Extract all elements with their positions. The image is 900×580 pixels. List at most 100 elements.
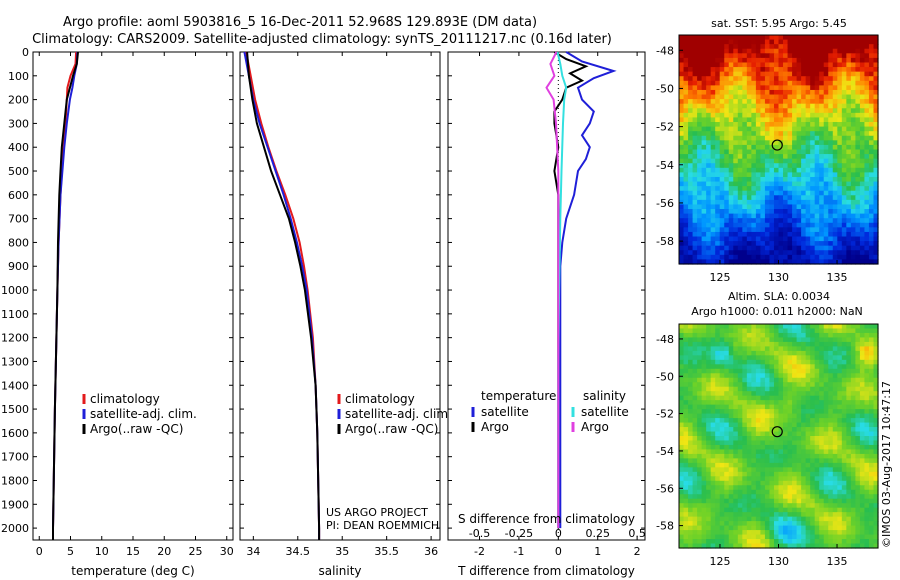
heatmap-cell [710, 117, 716, 123]
heatmap-cell [728, 377, 734, 383]
heatmap-cell [764, 373, 771, 379]
heatmap-cell [805, 521, 811, 527]
heatmap-cell [697, 543, 703, 549]
heatmap-cell [742, 89, 748, 96]
heatmap-cell [760, 355, 766, 361]
heatmap-cell [688, 543, 694, 549]
heatmap-cell [810, 431, 816, 437]
heatmap-cell [841, 494, 847, 500]
s-tick-label: 0 [555, 527, 562, 540]
heatmap-cell [846, 521, 852, 527]
heatmap-cell [810, 386, 816, 392]
heatmap-cell [801, 48, 807, 54]
heatmap-cell [828, 108, 834, 114]
heatmap-cell [801, 413, 807, 419]
heatmap-cell [751, 199, 757, 206]
heatmap-cell [783, 176, 789, 183]
heatmap-cell [814, 186, 820, 192]
heatmap-cell [855, 172, 861, 178]
heatmap-cell [823, 39, 829, 45]
heatmap-cell [683, 449, 689, 455]
heatmap-cell [841, 476, 847, 482]
heatmap-cell [683, 67, 689, 73]
heatmap-cell [692, 131, 698, 137]
heatmap-cell [801, 395, 807, 401]
heatmap-cell [697, 172, 703, 178]
heatmap-cell [746, 462, 752, 468]
heatmap-cell [855, 462, 861, 468]
heatmap-cell [841, 391, 847, 397]
heatmap-cell [719, 250, 725, 256]
heatmap-cell [701, 332, 707, 339]
heatmap-cell [837, 131, 843, 137]
heatmap-cell [828, 543, 834, 549]
heatmap-cell [746, 458, 752, 464]
heatmap-cell [769, 498, 775, 504]
heatmap-cell [810, 94, 816, 100]
heatmap-cell [837, 35, 843, 41]
heatmap-cell [864, 131, 870, 137]
heatmap-cell [868, 498, 875, 504]
heatmap-cell [697, 80, 703, 86]
heatmap-cell [859, 400, 866, 406]
heatmap-cell [710, 94, 716, 100]
heatmap-cell [719, 254, 725, 261]
heatmap-cell [706, 154, 712, 160]
heatmap-cell [728, 190, 734, 196]
heatmap-cell [692, 324, 698, 330]
heatmap-cell [688, 422, 694, 428]
heatmap-cell [692, 80, 698, 86]
heatmap-cell [751, 227, 757, 233]
heatmap-cell [868, 158, 875, 164]
heatmap-cell [710, 368, 716, 374]
heatmap-cell [859, 94, 866, 100]
heatmap-cell [832, 186, 838, 192]
heatmap-cell [819, 89, 825, 96]
heatmap-cell [846, 458, 852, 464]
heatmap-cell [805, 404, 811, 410]
heatmap-cell [819, 368, 825, 374]
heatmap-cell [683, 440, 689, 446]
heatmap-cell [728, 57, 734, 64]
heatmap-cell [819, 413, 825, 419]
heatmap-cell [814, 163, 820, 169]
heatmap-cell [828, 503, 834, 509]
heatmap-cell [728, 368, 734, 374]
heatmap-cell [755, 71, 762, 77]
heatmap-cell [792, 158, 798, 164]
heatmap-cell [819, 154, 825, 160]
heatmap-cell [819, 462, 825, 468]
heatmap-cell [850, 44, 856, 50]
heatmap-cell [778, 89, 784, 96]
heatmap-cell [823, 57, 829, 64]
heatmap-cell [778, 512, 784, 518]
heatmap-cell [828, 534, 834, 540]
heatmap-cell [715, 337, 721, 343]
heatmap-cell [864, 199, 870, 206]
heatmap-cell [746, 418, 752, 424]
heatmap-cell [855, 35, 861, 41]
heatmap-cell [801, 364, 807, 370]
heatmap-cell [724, 440, 730, 446]
heatmap-cell [868, 503, 875, 509]
heatmap-cell [728, 431, 734, 437]
heatmap-cell [719, 341, 725, 347]
heatmap-cell [859, 62, 866, 68]
heatmap-cell [760, 485, 766, 491]
heatmap-cell [823, 328, 829, 334]
heatmap-cell [873, 413, 879, 419]
heatmap-cell [873, 391, 879, 397]
heatmap-cell [724, 149, 730, 155]
heatmap-cell [805, 94, 811, 100]
heatmap-cell [773, 427, 780, 433]
heatmap-cell [810, 458, 816, 464]
heatmap-cell [832, 373, 838, 379]
heatmap-cell [850, 324, 856, 330]
heatmap-cell [742, 254, 748, 261]
heatmap-cell [805, 135, 811, 141]
heatmap-cell [692, 236, 698, 242]
heatmap-cell [864, 80, 870, 86]
heatmap-cell [801, 44, 807, 50]
heatmap-cell [855, 241, 861, 247]
heatmap-cell [773, 35, 780, 41]
